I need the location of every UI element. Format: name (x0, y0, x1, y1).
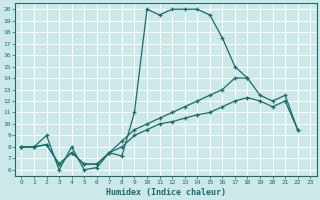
X-axis label: Humidex (Indice chaleur): Humidex (Indice chaleur) (106, 188, 226, 197)
